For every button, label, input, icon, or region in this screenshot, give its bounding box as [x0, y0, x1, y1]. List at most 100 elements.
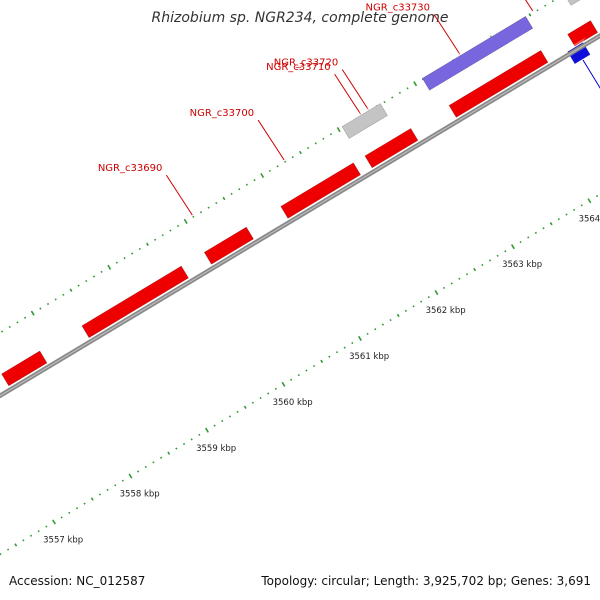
upper-tick — [146, 242, 149, 247]
upper-tick — [23, 316, 27, 319]
upper-tick — [336, 127, 341, 133]
scale-tick — [374, 328, 377, 331]
scale-tick — [488, 259, 492, 262]
upper-tick — [54, 298, 57, 301]
scale-label: 3557 kbp — [43, 536, 83, 546]
upper-tick — [383, 100, 386, 104]
scale-tick — [98, 493, 101, 496]
upper-tick — [16, 321, 19, 324]
upper-tick — [238, 188, 241, 191]
scale-tick — [251, 401, 254, 404]
scale-tick — [434, 289, 439, 296]
scale-label: 3560 kbp — [273, 398, 313, 408]
scale-tick — [396, 313, 400, 318]
scale-tick — [335, 351, 339, 354]
scale-tick — [565, 213, 568, 216]
feature-top-6 — [341, 98, 383, 127]
scale-tick — [442, 286, 446, 290]
scale-tick — [534, 231, 537, 234]
upper-tick — [322, 137, 325, 140]
leader-line — [334, 73, 362, 115]
scale-tick — [83, 502, 86, 505]
scale-tick — [420, 300, 423, 303]
scale-tick — [152, 461, 155, 464]
upper-tick — [100, 270, 103, 273]
upper-tick — [77, 284, 80, 287]
backbone — [0, 33, 600, 399]
upper-tick — [62, 293, 65, 296]
scale-tick — [14, 543, 18, 547]
upper-tick — [107, 264, 112, 270]
feature-top-14 — [567, 37, 586, 52]
upper-tick — [115, 261, 118, 264]
scale-tick — [274, 387, 277, 391]
scale-tick — [68, 511, 71, 514]
scale-tick — [297, 374, 300, 377]
upper-tick — [222, 196, 226, 201]
accession-text: Accession: NC_012587 — [9, 574, 146, 588]
topology-text: Topology: circular; Length: 3,925,702 bp… — [261, 574, 591, 588]
gene-label: NGR_c33730 — [366, 2, 431, 13]
leader-line — [525, 0, 534, 12]
scale-tick — [573, 208, 576, 212]
upper-tick — [85, 279, 88, 283]
leader-line — [341, 69, 369, 110]
scale-tick — [182, 442, 186, 446]
scale-label: 3558 kbp — [120, 490, 160, 500]
scale-tick — [198, 433, 201, 436]
upper-tick — [92, 275, 96, 278]
gene-labels: NGR_c33690 NGR_c33700 NGR_c33710NGR_c33720… — [98, 2, 431, 174]
feature-gene_purple-8 — [421, 15, 534, 91]
upper-tick — [30, 310, 35, 316]
scale-tick — [114, 484, 117, 487]
upper-tick — [161, 234, 164, 237]
upper-tick — [260, 172, 265, 179]
scale-tick — [0, 553, 2, 556]
scale-tick — [45, 525, 48, 528]
scale-tick — [549, 221, 553, 226]
scale-tick — [228, 415, 232, 418]
feature-top-7 — [448, 45, 544, 106]
scale-tick — [320, 359, 324, 364]
scale-label: 3559 kbp — [196, 444, 236, 454]
scale-tick — [305, 369, 308, 372]
scale-tick — [205, 427, 209, 433]
scale-tick — [510, 244, 515, 250]
scale-tick — [580, 204, 583, 207]
upper-tick — [276, 165, 279, 168]
upper-tick — [536, 9, 539, 12]
upper-tick — [131, 252, 134, 255]
scale-tick — [267, 392, 270, 395]
upper-tick — [528, 13, 532, 17]
scale-tick — [243, 405, 247, 409]
gene-label: NGR_c33710 — [266, 62, 331, 73]
upper-tick — [306, 146, 310, 150]
feature-cds_forward-9 — [567, 20, 599, 47]
feature-cds_forward-2 — [81, 265, 189, 339]
leader-line — [582, 59, 600, 89]
scale-tick — [312, 364, 316, 368]
feature-track — [1, 0, 599, 387]
scale-tick — [290, 378, 293, 381]
scale-tick — [7, 548, 10, 551]
scale-tick — [167, 451, 171, 455]
feature-top-3 — [204, 222, 249, 253]
scale-tick — [542, 227, 545, 230]
scale-tick — [458, 277, 461, 280]
upper-tick — [8, 325, 11, 329]
scale-tick — [427, 296, 430, 299]
upper-tick — [154, 238, 157, 241]
scale-tick — [389, 318, 392, 322]
scale-tick — [259, 396, 262, 400]
feature-gene_reverse-14 — [567, 42, 591, 65]
scale-tick — [213, 424, 216, 427]
scale-tick — [404, 309, 407, 312]
scale-tick — [366, 332, 369, 335]
feature-top-2 — [81, 261, 184, 326]
upper-tick — [46, 302, 50, 306]
feature-top-9 — [567, 15, 593, 35]
upper-tick — [138, 247, 141, 251]
upper-tick — [551, 0, 554, 3]
scale-tick — [465, 273, 469, 276]
